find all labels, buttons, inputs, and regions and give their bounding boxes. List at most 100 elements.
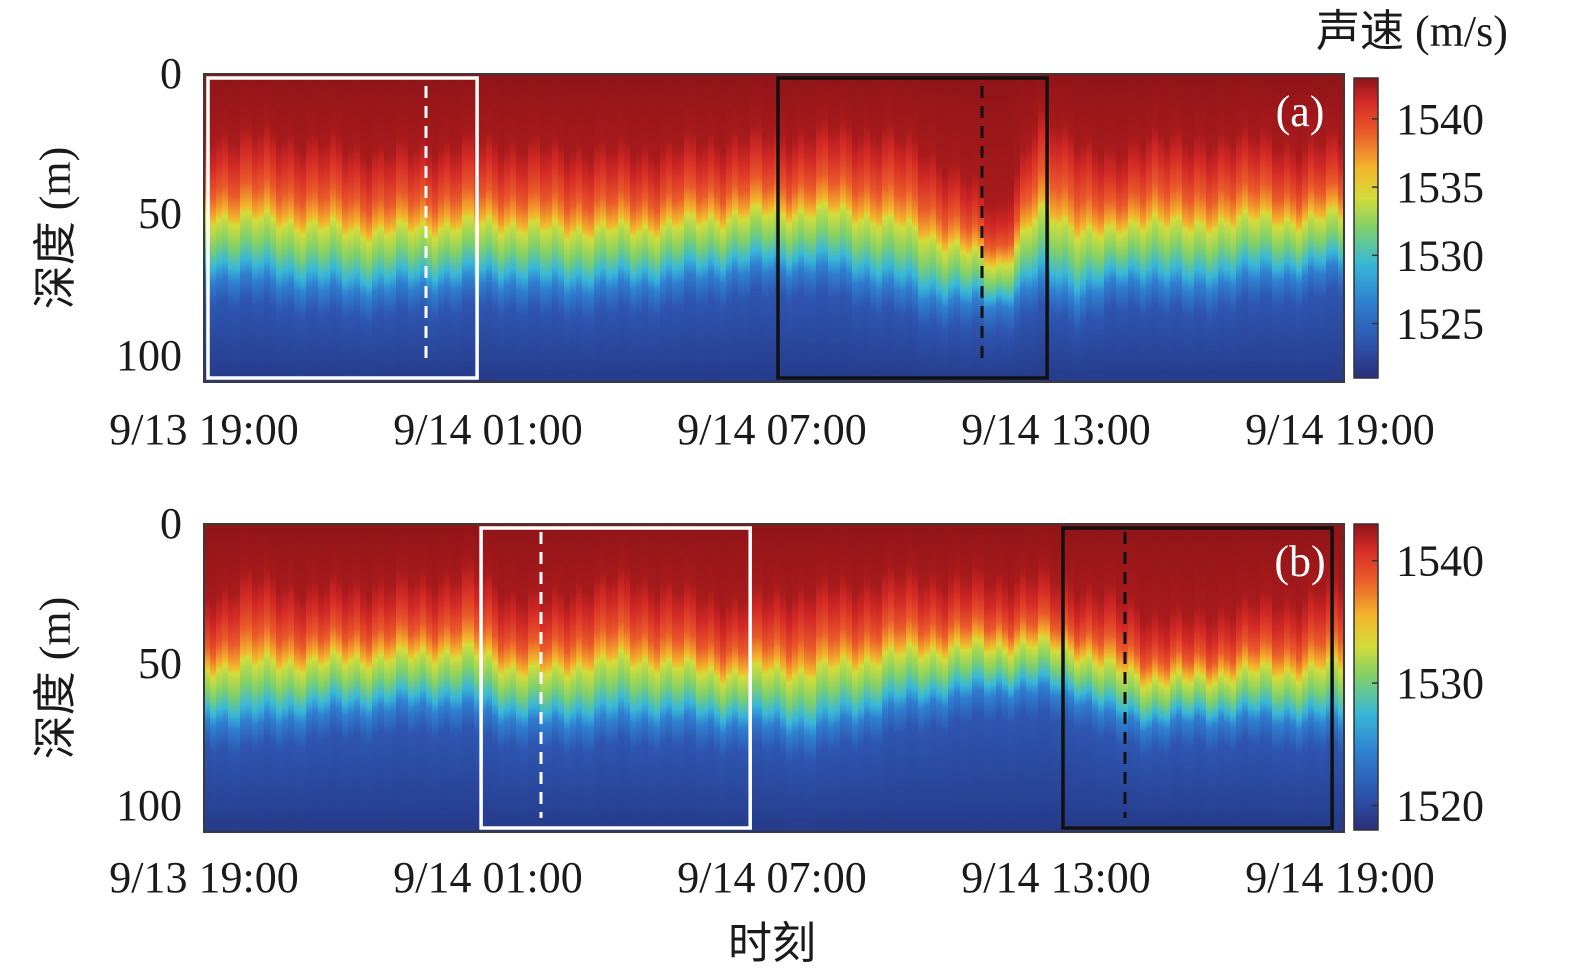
heatmap-column xyxy=(258,74,265,382)
heatmap-column xyxy=(1050,524,1057,832)
heatmap-column xyxy=(1008,74,1015,382)
heatmap-column xyxy=(282,524,289,832)
heatmap-column xyxy=(450,524,457,832)
heatmap-column xyxy=(852,74,859,382)
heatmap-column xyxy=(1152,524,1159,832)
colorbar-title: 声速 (m/s) xyxy=(1316,7,1508,56)
heatmap-column xyxy=(1182,524,1189,832)
heatmap-column xyxy=(540,524,547,832)
colorbar-tick-label: 1540 xyxy=(1396,537,1484,586)
heatmap-column xyxy=(600,524,607,832)
heatmap-column xyxy=(300,524,307,832)
heatmap-column xyxy=(528,524,535,832)
heatmap-column xyxy=(738,524,745,832)
heatmap-column xyxy=(228,74,235,382)
heatmap-column xyxy=(450,74,457,382)
heatmap-column xyxy=(684,74,691,382)
heatmap-column xyxy=(534,524,541,832)
heatmap-column xyxy=(354,74,361,382)
heatmap-column xyxy=(1146,524,1153,832)
heatmap-column xyxy=(858,524,865,832)
heatmap-column xyxy=(486,524,493,832)
heatmap-column xyxy=(1242,74,1249,382)
heatmap-column xyxy=(768,524,775,832)
heatmap-column xyxy=(606,524,613,832)
heatmap-column xyxy=(474,524,481,832)
heatmap-column xyxy=(732,524,739,832)
heatmap-column xyxy=(792,524,799,832)
heatmap-column xyxy=(864,524,871,832)
heatmap-column xyxy=(558,74,565,382)
heatmap-column xyxy=(1164,524,1171,832)
heatmap-column xyxy=(330,74,337,382)
heatmap-column xyxy=(504,74,511,382)
heatmap-column xyxy=(1008,524,1015,832)
heatmap-column xyxy=(336,524,343,832)
heatmap-column xyxy=(360,524,367,832)
heatmap-column xyxy=(270,74,277,382)
heatmap-column xyxy=(1194,524,1201,832)
heatmap-column xyxy=(1314,524,1321,832)
heatmap-column xyxy=(294,524,301,832)
heatmap-column xyxy=(624,524,631,832)
heatmap-column xyxy=(1014,74,1021,382)
heatmap-column xyxy=(948,74,955,382)
colorbar-tick-label: 1530 xyxy=(1396,231,1484,280)
heatmap-column xyxy=(582,524,589,832)
heatmap-column xyxy=(1224,74,1231,382)
heatmap-column xyxy=(210,524,217,832)
heatmap-column xyxy=(1146,74,1153,382)
heatmap-column xyxy=(816,74,823,382)
heatmap-column xyxy=(1212,74,1219,382)
heatmap-column xyxy=(564,74,571,382)
heatmap-column xyxy=(1074,74,1081,382)
white-highlight-box xyxy=(479,526,752,830)
heatmap-column xyxy=(1014,524,1021,832)
heatmap-column xyxy=(1098,74,1105,382)
heatmap-column xyxy=(1176,74,1183,382)
heatmap-column xyxy=(1314,74,1321,382)
heatmap-column xyxy=(1278,74,1285,382)
colorbar-tick-label: 1530 xyxy=(1396,659,1484,708)
heatmap-column xyxy=(666,524,673,832)
heatmap-column xyxy=(882,524,889,832)
heatmap-column xyxy=(1326,74,1333,382)
heatmap-column xyxy=(1266,524,1273,832)
heatmap-column xyxy=(768,74,775,382)
heatmap-column xyxy=(384,524,391,832)
heatmap-column xyxy=(834,524,841,832)
heatmap-column xyxy=(1080,74,1087,382)
y-tick-b-50: 50 xyxy=(138,639,182,688)
x-tick-b-3: 9/14 13:00 xyxy=(961,853,1150,902)
heatmap-column xyxy=(1194,74,1201,382)
heatmap-column xyxy=(954,524,961,832)
heatmap-column xyxy=(774,524,781,832)
heatmap-column xyxy=(426,524,433,832)
heatmap-column xyxy=(630,74,637,382)
heatmap-column xyxy=(396,74,403,382)
heatmap-column xyxy=(678,524,685,832)
heatmap-column xyxy=(900,524,907,832)
heatmap-column xyxy=(888,524,895,832)
heatmap-column xyxy=(1332,74,1339,382)
heatmap-column xyxy=(738,74,745,382)
heatmap-column xyxy=(246,524,253,832)
heatmap-column xyxy=(204,524,211,832)
heatmap-column xyxy=(432,74,439,382)
heatmap-column xyxy=(936,524,943,832)
heatmap-column xyxy=(378,524,385,832)
heatmap-column xyxy=(312,74,319,382)
heatmap-column xyxy=(384,74,391,382)
heatmap-column xyxy=(882,74,889,382)
colorbar-tick-label: 1520 xyxy=(1396,782,1484,831)
heatmap-column xyxy=(342,74,349,382)
heatmap-column xyxy=(780,524,787,832)
heatmap-column xyxy=(492,524,499,832)
heatmap-column xyxy=(306,524,313,832)
heatmap-column xyxy=(222,524,229,832)
heatmap-column xyxy=(660,524,667,832)
heatmap-column xyxy=(918,524,925,832)
heatmap-column xyxy=(846,524,853,832)
heatmap-column xyxy=(576,524,583,832)
